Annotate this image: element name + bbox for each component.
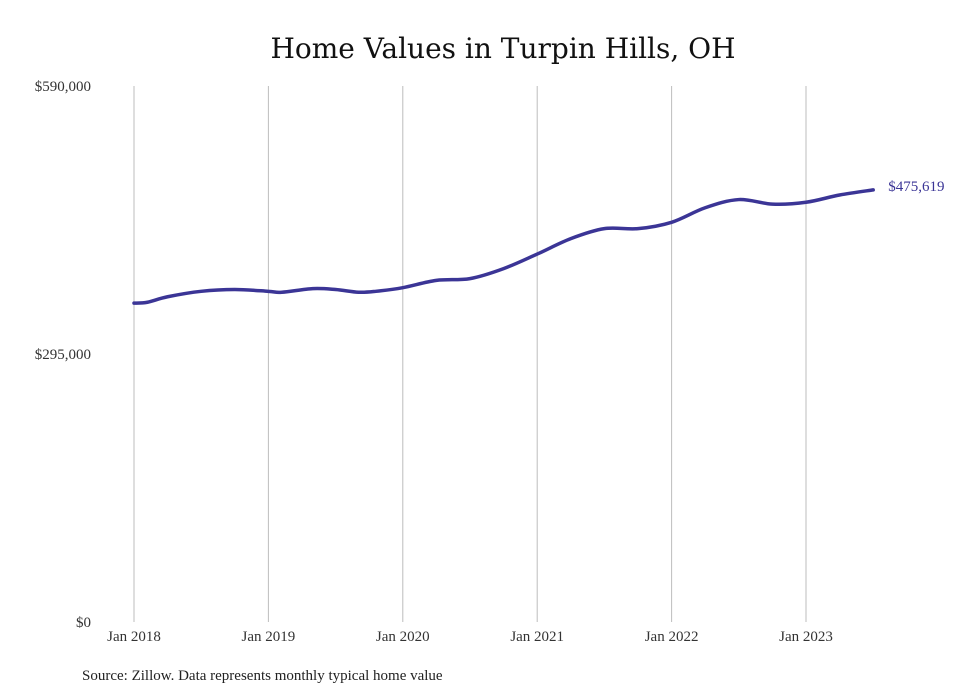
- x-tick-label: Jan 2021: [510, 629, 564, 645]
- y-tick-label: $295,000: [35, 347, 91, 363]
- x-tick-label: Jan 2020: [376, 629, 430, 645]
- y-tick-label: $590,000: [35, 79, 91, 95]
- grid-lines: [133, 86, 807, 622]
- y-axis-tick-labels: $0 $295,000 $590,000: [35, 79, 91, 631]
- y-tick-label: $0: [76, 615, 91, 631]
- x-axis-tick-labels: Jan 2018 Jan 2019 Jan 2020 Jan 2021 Jan 2022…: [107, 629, 833, 645]
- x-tick-label: Jan 2018: [107, 629, 161, 645]
- x-tick-label: Jan 2019: [242, 629, 296, 645]
- series-layer: [132, 188, 875, 305]
- x-tick-label: Jan 2022: [645, 629, 699, 645]
- chart-title: Home Values in Turpin Hills, OH: [270, 32, 735, 65]
- source-note: Source: Zillow. Data represents monthly …: [82, 668, 443, 684]
- x-tick-label: Jan 2023: [779, 629, 833, 645]
- series-line-home-value: [132, 188, 875, 305]
- end-value-label: $475,619: [888, 179, 944, 195]
